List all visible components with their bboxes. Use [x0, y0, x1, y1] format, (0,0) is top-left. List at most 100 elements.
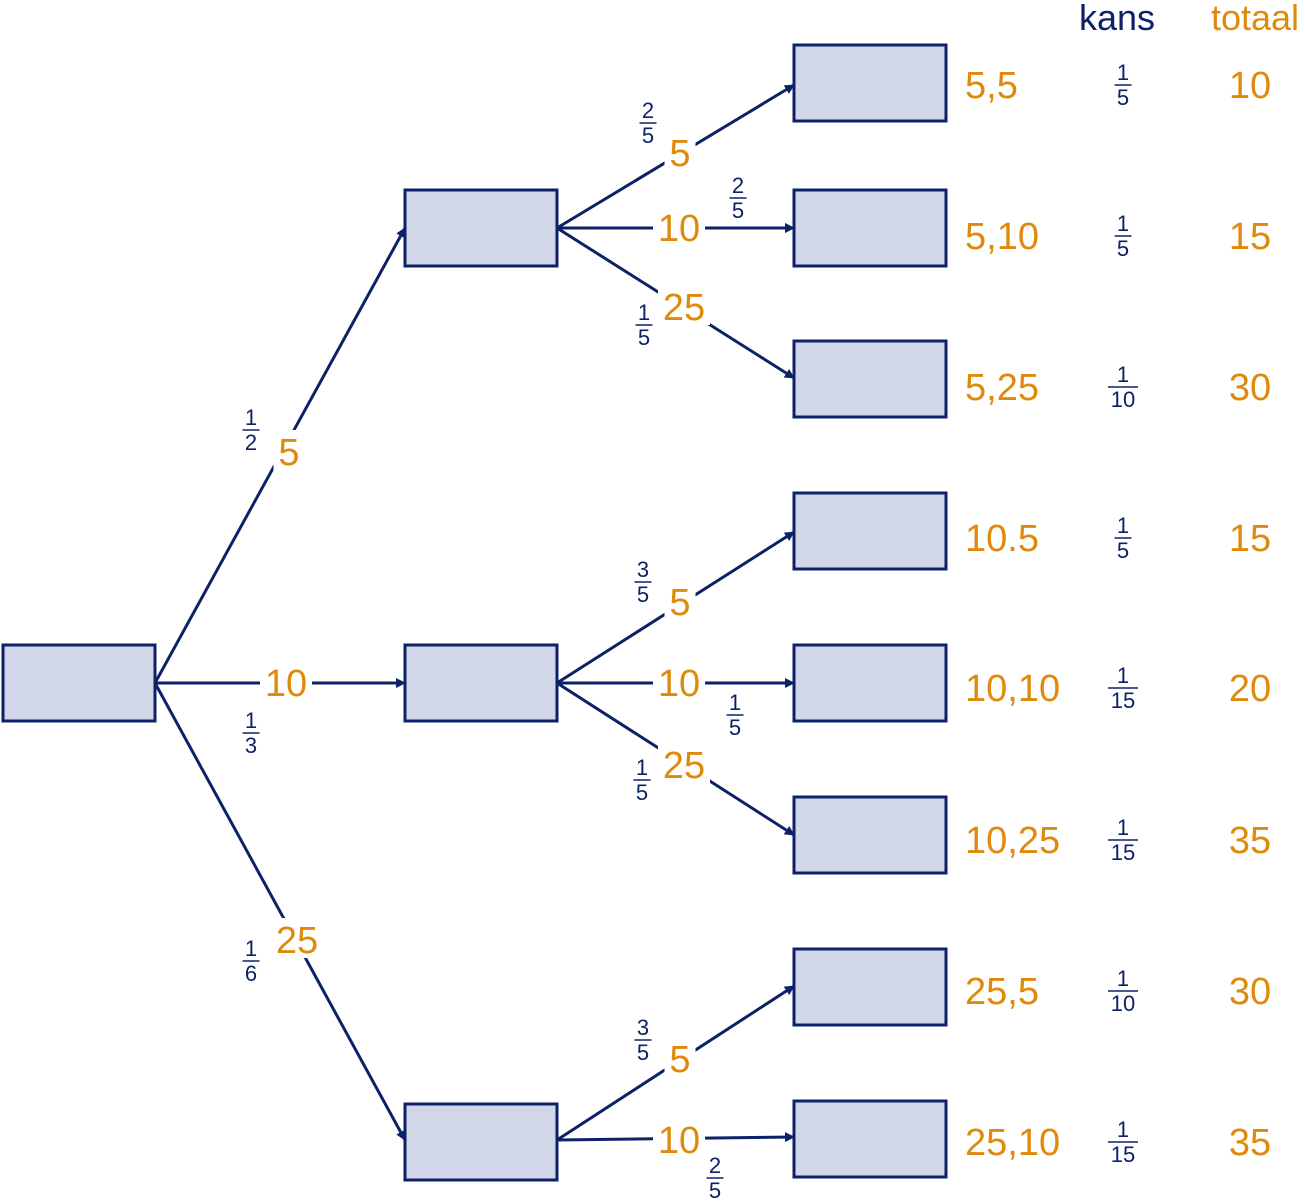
edge-probability-level2-denominator: 5: [636, 780, 648, 805]
root-node: [1, 643, 157, 723]
edge-probability-level2-numerator: 3: [637, 1015, 649, 1040]
outcome-kans-numerator: 1: [1117, 60, 1129, 85]
outcome-totaal: 20: [1229, 668, 1271, 710]
edge-probability-level2-denominator: 5: [638, 325, 650, 350]
outcome-totaal: 35: [1229, 820, 1271, 862]
outcome-kans: 115: [1108, 1117, 1138, 1167]
outcome-kans-numerator: 1: [1117, 211, 1129, 236]
outcome-label: 25,5: [965, 971, 1039, 1013]
edge-probability-level2: 15: [635, 300, 653, 350]
leaf-node: [792, 188, 948, 268]
outcome-kans-denominator: 15: [1111, 1142, 1135, 1167]
edge-value-level1-bg: [260, 661, 312, 701]
edge-probability-level2: 35: [634, 557, 652, 607]
outcome-row: 5,5 15 10: [965, 60, 1271, 110]
edge-value-level2: 5: [669, 133, 690, 175]
outcome-kans-denominator: 15: [1111, 840, 1135, 865]
leaf-node: [792, 1099, 948, 1179]
outcome-kans-denominator: 10: [1111, 991, 1135, 1016]
leaf-node: [792, 43, 948, 123]
edge-probability-level2-numerator: 2: [642, 98, 654, 123]
edge-value-level2-bg: [658, 743, 710, 783]
edge-probability-level2: 25: [706, 1153, 724, 1203]
outcome-row: 10.5 15 15: [965, 513, 1271, 563]
edge-probability-level2-denominator: 5: [642, 123, 654, 148]
node-level1-10: [403, 643, 559, 723]
edge-probability-level1-denominator: 6: [245, 961, 257, 986]
edge-value-level2-bg: [653, 661, 705, 701]
outcome-kans: 15: [1114, 211, 1132, 261]
leaf-node: [792, 339, 948, 419]
edge-root-25: [153, 682, 407, 1141]
leaf-node: [792, 491, 948, 571]
edge-value-level2: 25: [663, 745, 705, 787]
edge-probability-level2: 35: [634, 1015, 652, 1065]
outcome-kans: 15: [1114, 60, 1132, 110]
edge-value-level2: 10: [658, 663, 700, 705]
edge-value-level1: 25: [276, 920, 318, 962]
edge-probability-level2: 15: [726, 690, 744, 740]
outcome-kans-denominator: 5: [1117, 538, 1129, 563]
outcome-kans: 110: [1108, 966, 1138, 1016]
edge-probability-level2-numerator: 1: [638, 300, 650, 325]
edge-value-level2-bg: [664, 1037, 696, 1077]
node-level1-5: [403, 188, 559, 268]
outcome-kans-numerator: 1: [1117, 966, 1129, 991]
outcome-kans-denominator: 15: [1111, 688, 1135, 713]
leaf-node: [792, 643, 948, 723]
outcome-label: 10,25: [965, 820, 1060, 862]
outcome-kans: 110: [1108, 362, 1138, 412]
leaf-node: [792, 795, 948, 875]
outcome-row: 10,10 115 20: [965, 663, 1271, 713]
outcome-label: 5,5: [965, 65, 1018, 107]
edge-probability-level2-numerator: 2: [732, 173, 744, 198]
outcome-kans-denominator: 5: [1117, 236, 1129, 261]
edge-value-level2-bg: [664, 131, 696, 171]
node-level1-25: [403, 1102, 559, 1182]
outcome-row: 25,10 115 35: [965, 1117, 1271, 1167]
edge-value-level2-bg: [653, 1118, 705, 1158]
edge-value-level1-bg: [271, 918, 323, 958]
edge-probability-level1: 12: [242, 405, 260, 455]
header-totaal: totaal: [1211, 0, 1299, 38]
outcome-label: 5,25: [965, 367, 1039, 409]
outcome-label: 25,10: [965, 1122, 1060, 1164]
edge-probability-level2-numerator: 1: [636, 755, 648, 780]
edge-value-level2-bg: [653, 206, 705, 246]
outcome-kans: 115: [1108, 815, 1138, 865]
edge-probability-level1-denominator: 3: [245, 733, 257, 758]
edge-probability-level2-denominator: 5: [637, 1040, 649, 1065]
outcome-totaal: 15: [1229, 518, 1271, 560]
edge-probability-level2-denominator: 5: [729, 715, 741, 740]
edge-value-level1: 10: [265, 663, 307, 705]
outcome-kans-denominator: 5: [1117, 85, 1129, 110]
outcome-totaal: 30: [1229, 971, 1271, 1013]
edge-probability-level2-numerator: 2: [709, 1153, 721, 1178]
edge-value-level2: 5: [669, 1039, 690, 1081]
outcome-row: 10,25 115 35: [965, 815, 1271, 865]
outcome-label: 5,10: [965, 216, 1039, 258]
edge-probability-level2: 15: [633, 755, 651, 805]
outcome-label: 10.5: [965, 518, 1039, 560]
tree-nodes: [1, 43, 948, 1182]
leaf-node: [792, 947, 948, 1027]
outcome-row: 5,25 110 30: [965, 362, 1271, 412]
edge-probability-level2-denominator: 5: [709, 1178, 721, 1203]
edge-value-level2: 5: [669, 582, 690, 624]
edge-probability-level2: 25: [729, 173, 747, 223]
outcome-totaal: 15: [1229, 216, 1271, 258]
outcome-kans-numerator: 1: [1117, 513, 1129, 538]
outcome-totaal: 35: [1229, 1122, 1271, 1164]
edge-value-level2: 25: [663, 287, 705, 329]
outcome-kans-numerator: 1: [1117, 663, 1129, 688]
edge-probability-level1-numerator: 1: [245, 708, 257, 733]
edge-probability-level2-denominator: 5: [637, 582, 649, 607]
edge-probability-level2-denominator: 5: [732, 198, 744, 223]
edge-value-level1-bg: [273, 430, 305, 470]
edge-probability-level2: 25: [639, 98, 657, 148]
edge-value-level2-bg: [658, 285, 710, 325]
outcome-totaal: 10: [1229, 65, 1271, 107]
